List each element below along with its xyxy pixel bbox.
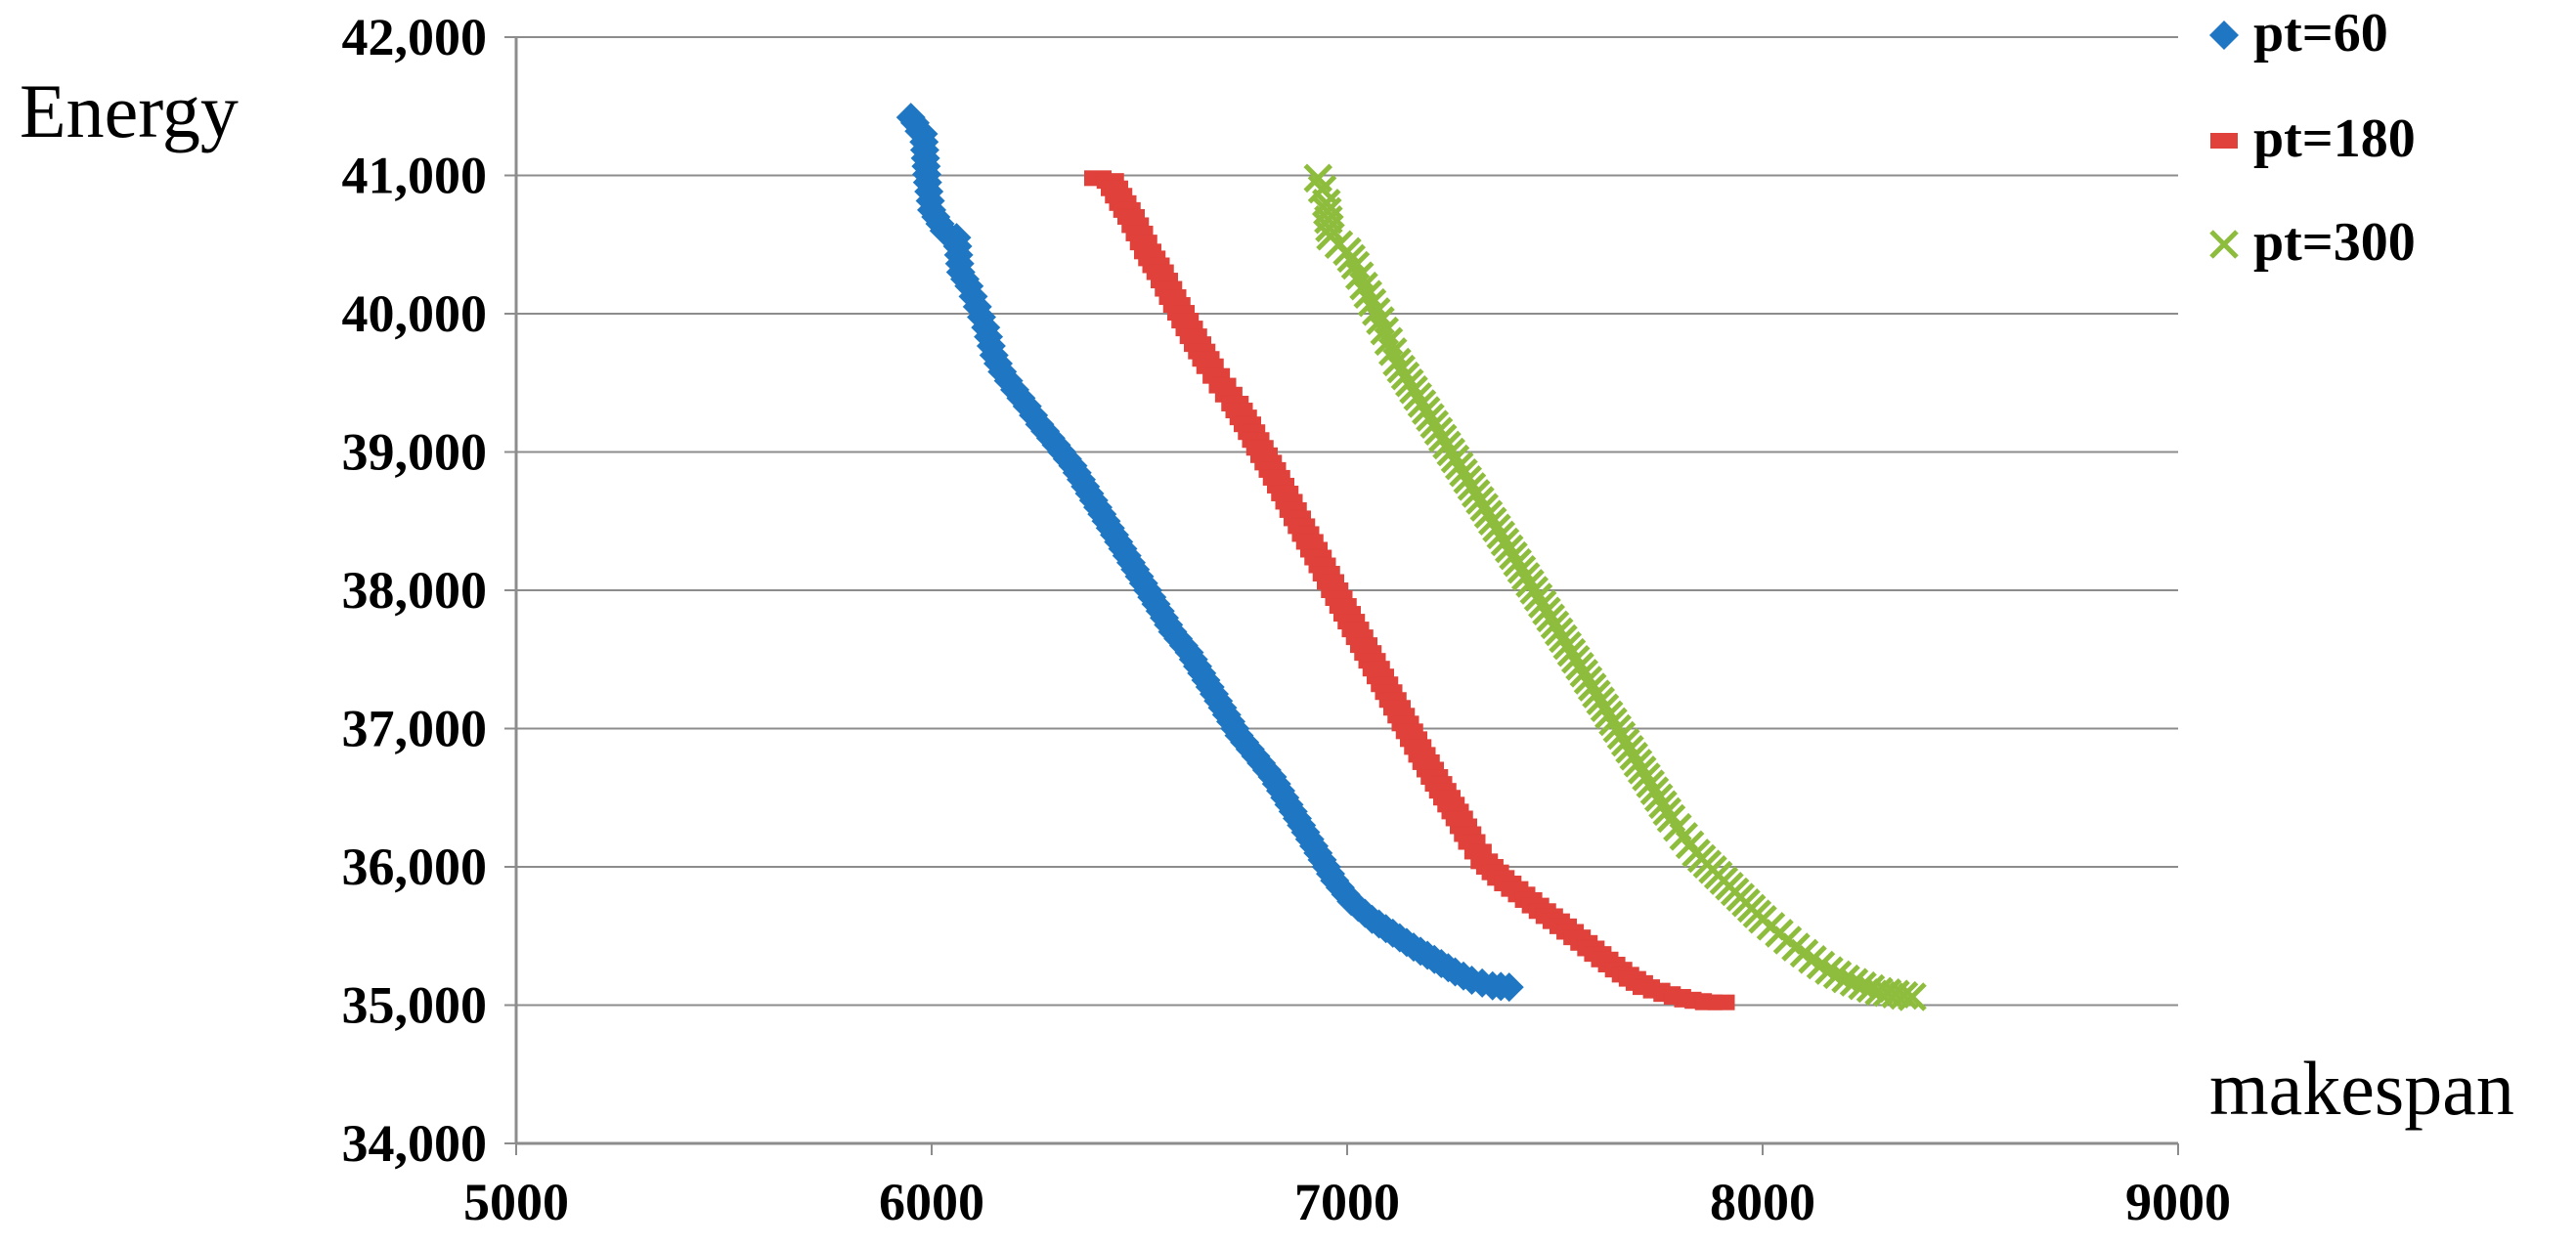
x-tick-label: 6000 [879,1173,984,1231]
x-tick-label: 7000 [1294,1173,1400,1231]
data-point [1707,994,1735,1010]
series-pt=60 [895,103,1524,1003]
x-axis-title: makespan [2209,1046,2514,1131]
data-point [1353,280,1383,309]
x-axis-ticks: 5000 6000 7000 8000 9000 [463,1143,2231,1231]
data-point [1349,271,1378,301]
data-point [1848,970,1877,1001]
y-tick-label: 37,000 [342,700,488,758]
data-point [1315,213,1344,243]
data-point [1361,297,1391,326]
legend-label: pt=60 [2253,3,2388,64]
y-tick-label: 38,000 [342,561,488,620]
legend-item-pt=180: pt=180 [2210,108,2416,169]
data-point [1889,980,1919,1010]
series-pt=300 [1303,163,1927,1011]
legend-item-pt=300: pt=300 [2209,212,2416,273]
legend-item-pt=60: pt=60 [2209,3,2388,64]
legend: pt=60 pt=180 pt=300 [2209,3,2416,273]
legend-label: pt=300 [2253,212,2416,273]
y-tick-label: 34,000 [342,1114,488,1173]
legend-marker-diamond [2209,21,2239,50]
data-point [1831,964,1860,994]
series-pt=180 [1084,170,1735,1010]
y-tick-label: 39,000 [342,423,488,482]
y-axis-title: Energy [20,68,239,153]
data-point [1822,960,1853,990]
data-point [1814,956,1844,985]
legend-label: pt=180 [2253,108,2416,169]
x-tick-label: 5000 [463,1173,569,1231]
data-point [1494,972,1524,1003]
legend-marker-dash [2210,133,2238,149]
y-tick-label: 36,000 [342,838,488,896]
data-point [1839,968,1869,997]
x-tick-label: 9000 [2125,1173,2231,1231]
data-points [895,103,1927,1011]
y-tick-label: 41,000 [342,147,488,205]
y-tick-label: 35,000 [342,976,488,1035]
x-tick-label: 8000 [1710,1173,1815,1231]
data-point [1357,287,1387,318]
y-tick-label: 40,000 [342,284,488,343]
y-tick-label: 42,000 [342,8,488,66]
legend-marker-cross [2209,230,2239,259]
data-point [1898,982,1927,1011]
gridlines [516,36,2178,1007]
data-point [1856,973,1886,1004]
y-axis-ticks: 34,000 35,000 36,000 37,000 38,000 39,000 40,0… [342,8,516,1173]
